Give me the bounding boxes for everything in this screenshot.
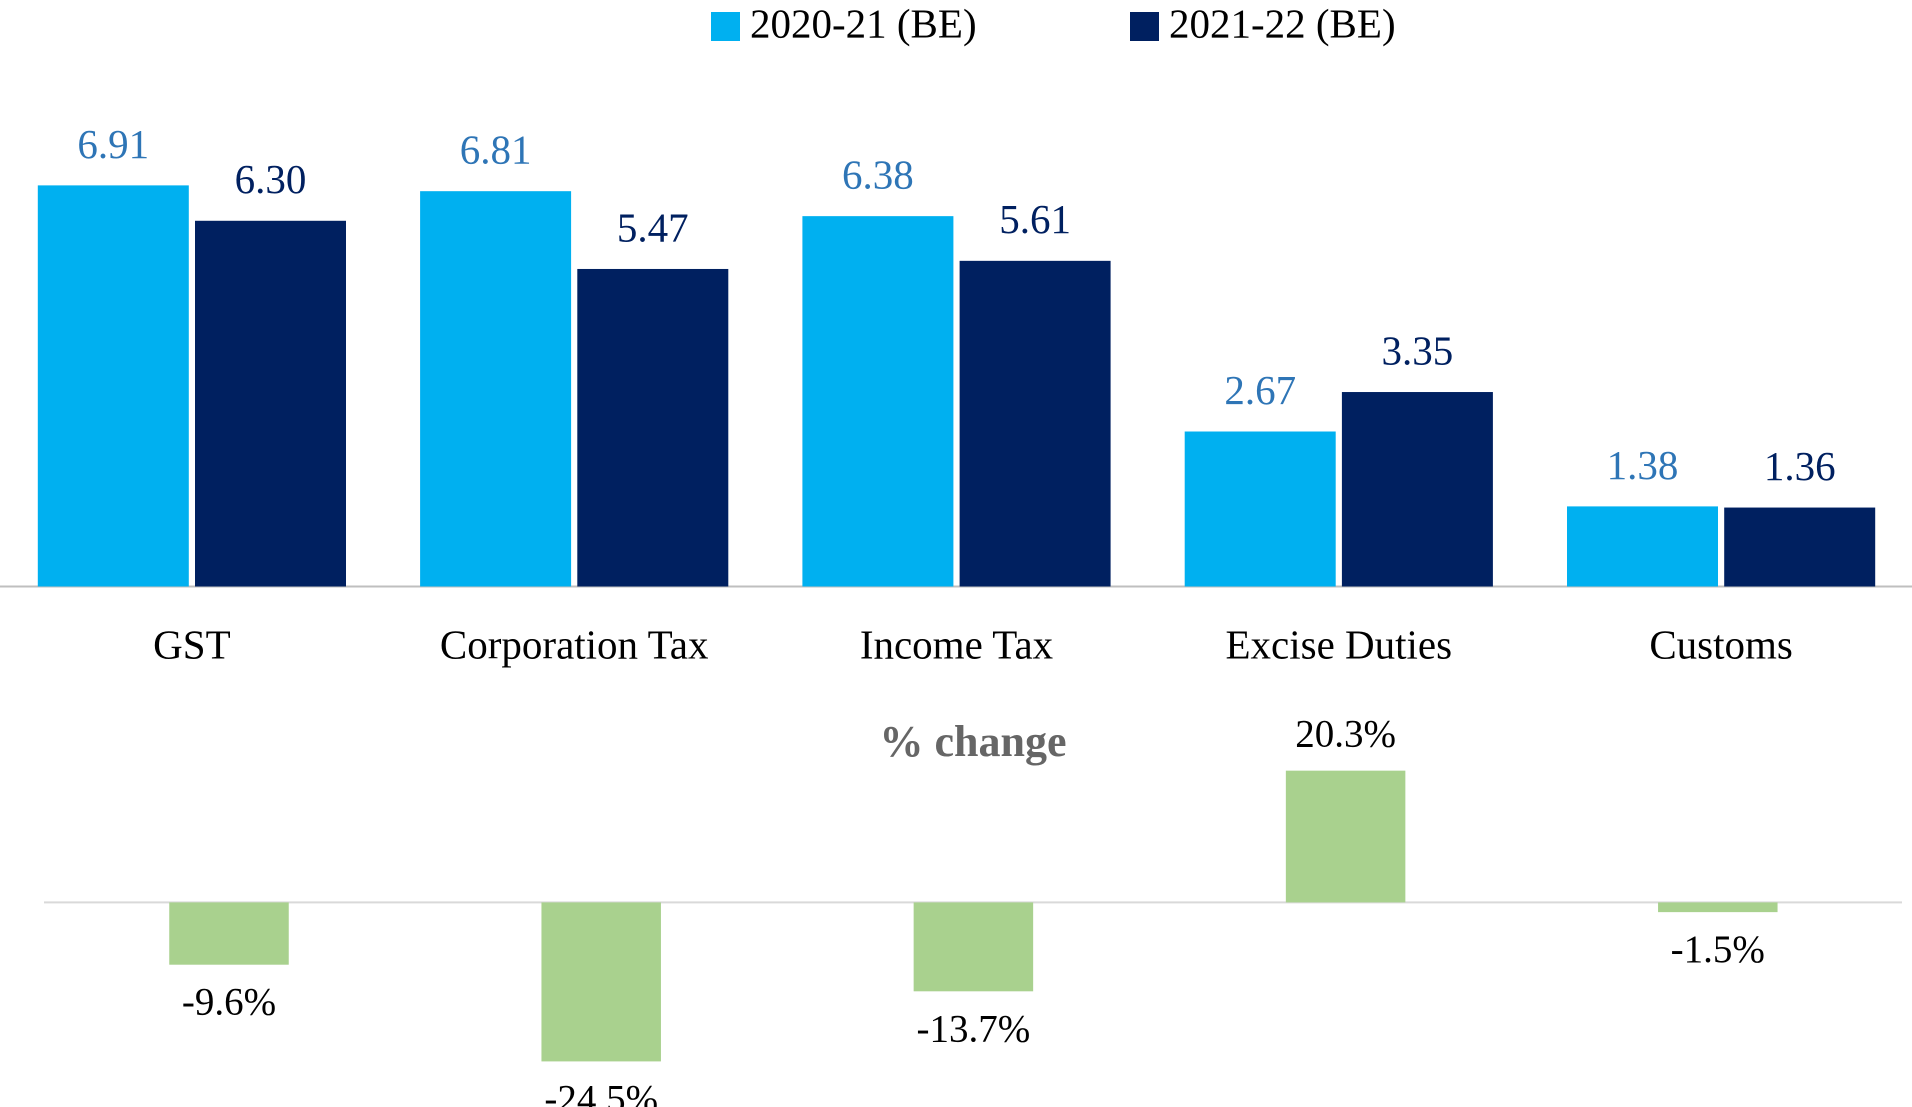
x-tick-label: Income Tax xyxy=(860,621,1053,667)
value-label: 6.38 xyxy=(842,152,914,198)
value-label: 6.30 xyxy=(235,156,307,202)
value-label: 1.38 xyxy=(1607,442,1679,488)
bar xyxy=(1184,431,1336,587)
x-tick-label: Corporation Tax xyxy=(440,621,709,667)
x-tick-label: GST xyxy=(153,621,230,667)
x-tick-label: Excise Duties xyxy=(1226,621,1453,667)
value-label: -13.7% xyxy=(917,1007,1031,1050)
value-label: -24.5% xyxy=(544,1077,658,1107)
bar xyxy=(541,902,661,1062)
legend-swatch xyxy=(711,12,740,41)
value-label: 5.47 xyxy=(617,204,689,250)
value-label: 1.36 xyxy=(1764,443,1836,489)
chart-title: % change xyxy=(880,717,1067,766)
bar xyxy=(420,191,572,587)
bar xyxy=(802,216,954,587)
legend-label: 2020-21 (BE) xyxy=(750,0,977,46)
value-label: 20.3% xyxy=(1295,713,1396,756)
legend-label: 2021-22 (BE) xyxy=(1169,0,1396,46)
legend-swatch xyxy=(1130,12,1159,41)
bar xyxy=(913,902,1034,992)
value-label: 6.81 xyxy=(460,127,532,173)
value-label: -9.6% xyxy=(182,981,276,1024)
bar xyxy=(1724,507,1876,587)
bar xyxy=(577,268,729,587)
bar xyxy=(1658,902,1778,913)
value-label: 6.91 xyxy=(77,121,149,167)
value-label: 2.67 xyxy=(1224,367,1296,413)
bar xyxy=(37,185,189,587)
bar xyxy=(1285,770,1406,903)
bar xyxy=(169,902,289,965)
value-label: 3.35 xyxy=(1382,327,1454,373)
bar xyxy=(1341,392,1493,587)
bar xyxy=(959,260,1111,587)
value-label: 5.61 xyxy=(999,196,1071,242)
bar xyxy=(195,220,346,587)
x-tick-label: Customs xyxy=(1649,621,1793,667)
value-label: -1.5% xyxy=(1671,928,1765,971)
bar xyxy=(1567,506,1718,587)
